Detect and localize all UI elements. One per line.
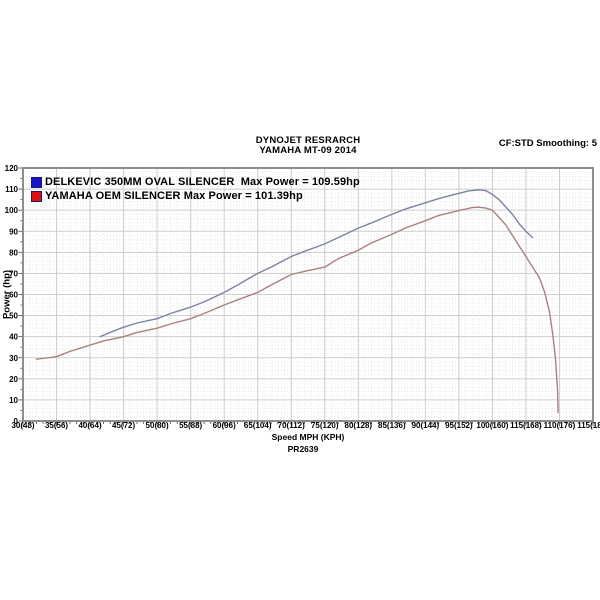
x-tick-label: 80(128)	[345, 421, 373, 430]
x-tick-label: 95(152)	[445, 421, 473, 430]
y-tick-label: 0	[14, 417, 19, 426]
x-tick-label: 30(48)	[11, 421, 34, 430]
x-tick-label: 35(56)	[45, 421, 68, 430]
y-tick-label: 90	[9, 227, 18, 236]
x-tick-label: 45(72)	[112, 421, 135, 430]
x-tick-label: 85(136)	[378, 421, 406, 430]
y-tick-label: 70	[9, 269, 18, 278]
x-axis-title: Speed MPH (KPH)	[271, 432, 345, 442]
legend-label-delkevic: DELKEVIC 350MM OVAL SILENCER Max Power =…	[45, 176, 360, 188]
x-tick-label: 65(104)	[244, 421, 272, 430]
legend-item-oem: YAMAHA OEM SILENCER Max Power = 101.39hp	[31, 189, 360, 203]
header-title: DYNOJET RESRARCH	[255, 135, 361, 146]
curve-oem	[35, 206, 559, 414]
x-tick-label: 50(80)	[146, 421, 169, 430]
curve-delkevic	[99, 189, 534, 338]
x-tick-label: 70(112)	[278, 421, 305, 430]
x-tick-label: 55(88)	[179, 421, 202, 430]
y-tick-label: 10	[9, 396, 18, 405]
x-tick-label: 75(120)	[311, 421, 339, 430]
y-axis-title: Power (hp)	[1, 269, 13, 320]
legend-label-oem: YAMAHA OEM SILENCER Max Power = 101.39hp	[45, 190, 303, 202]
y-tick-label: 120	[5, 164, 19, 173]
chart-header: DYNOJET RESRARCH YAMAHA MT-09 2014	[23, 136, 593, 156]
run-id: PR2639	[287, 444, 319, 454]
x-tick-label: 40(64)	[78, 421, 101, 430]
legend-swatch-red-icon	[31, 190, 42, 202]
y-tick-label: 110	[5, 185, 18, 194]
y-tick-label: 60	[9, 291, 18, 300]
y-tick-label: 30	[9, 354, 18, 363]
x-tick-label: 115(184)	[577, 421, 600, 430]
x-tick-label: 100(160)	[476, 421, 508, 430]
x-tick-label: 110(176)	[544, 421, 576, 430]
y-tick-label: 20	[9, 375, 18, 384]
smoothing-annotation: CF:STD Smoothing: 5	[498, 138, 597, 149]
y-tick-label: 40	[9, 333, 18, 342]
y-tick-label: 50	[9, 312, 18, 321]
x-tick-label: 60(96)	[213, 421, 236, 430]
y-tick-label: 100	[5, 206, 19, 215]
x-tick-label: 115(168)	[510, 421, 542, 430]
y-tick-label: 80	[9, 248, 18, 257]
header-subtitle: YAMAHA MT-09 2014	[259, 145, 357, 156]
legend: DELKEVIC 350MM OVAL SILENCER Max Power =…	[31, 175, 360, 203]
x-tick-label: 90(144)	[412, 421, 440, 430]
legend-swatch-blue-icon	[31, 176, 42, 188]
legend-item-delkevic: DELKEVIC 350MM OVAL SILENCER Max Power =…	[31, 175, 360, 189]
